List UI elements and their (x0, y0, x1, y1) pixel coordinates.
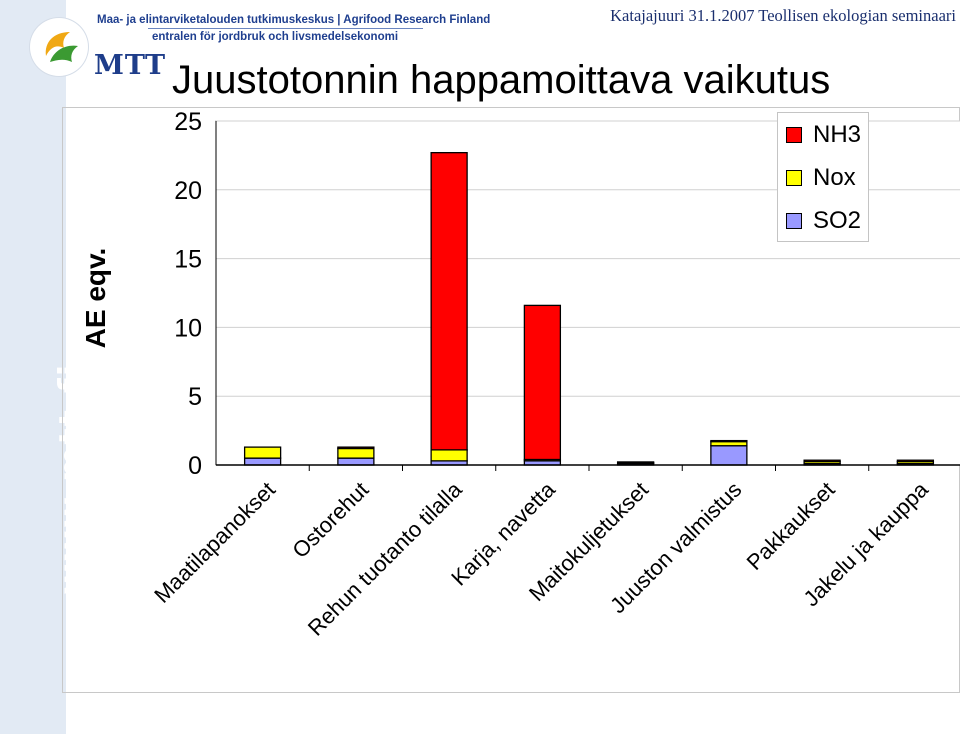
bar-nh3-2 (430, 151, 468, 451)
legend-swatch-nh3 (786, 127, 802, 143)
legend: NH3 Nox SO2 (777, 112, 869, 242)
legend-swatch-nox (786, 170, 802, 186)
legend-item-nh3: NH3 (786, 120, 861, 150)
y-tick-label: 10 (174, 314, 202, 342)
bar-nox-2 (430, 449, 468, 462)
bar-nh3-4 (616, 461, 655, 464)
legend-item-so2: SO2 (786, 206, 861, 236)
mtt-logo-icon (30, 18, 88, 76)
bar-so2-1 (337, 457, 375, 466)
org-name-sv: entralen för jordbruk och livsmedelsekon… (152, 31, 399, 43)
y-tick-label: 0 (188, 452, 202, 480)
x-tick-label: Ostorehut (287, 477, 373, 563)
logo-text: MTT (94, 50, 167, 81)
x-tick-label: Maatilapanokset (149, 477, 280, 608)
bar-nh3-7 (896, 459, 935, 463)
legend-label-nh3: NH3 (813, 121, 862, 148)
chart-title: Juustotonnin happamoittava vaikutus (172, 58, 831, 102)
event-caption: Katajajuuri 31.1.2007 Teollisen ekologia… (610, 6, 956, 25)
side-band (0, 0, 66, 734)
bar-nh3-3 (523, 304, 562, 461)
bar-nox-1 (337, 447, 375, 459)
leaf-logo-icon (45, 32, 78, 62)
y-tick-label: 20 (174, 177, 202, 205)
y-tick-label: 25 (174, 108, 202, 136)
bar-nh3-6 (803, 459, 841, 463)
bar-so2-0 (243, 457, 282, 466)
bar-so2-5 (710, 445, 748, 466)
x-tick-label: Pakkaukset (742, 477, 840, 575)
legend-item-nox: Nox (786, 163, 856, 193)
y-tick-label: 5 (188, 383, 202, 411)
bars (243, 151, 935, 466)
x-tick-label: Rehun tuotanto tilalla (303, 476, 467, 640)
bar-nox-0 (243, 446, 282, 459)
y-tick-label: 15 (174, 246, 202, 274)
org-name-fi: Maa- ja elintarviketalouden tutkimuskesk… (97, 14, 491, 26)
legend-label-so2: SO2 (813, 207, 862, 234)
bar-nh3-5 (710, 439, 748, 443)
legend-label-nox: Nox (813, 164, 856, 191)
org-divider (148, 28, 423, 29)
legend-swatch-so2 (786, 213, 802, 229)
y-axis-ticks: 0 5 10 15 20 25 (174, 108, 202, 480)
bar-nh3-1 (337, 446, 375, 450)
